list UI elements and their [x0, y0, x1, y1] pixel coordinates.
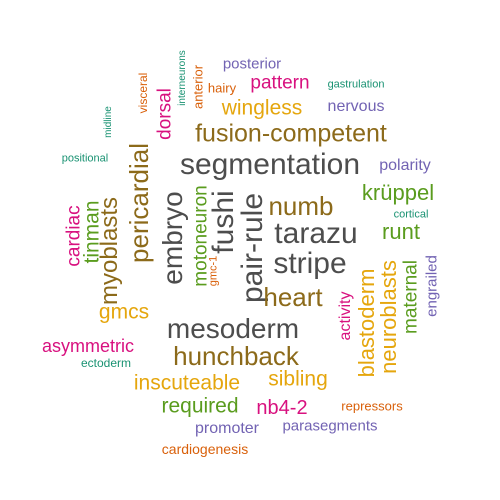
word-blastoderm: blastoderm [354, 268, 379, 378]
word-required: required [161, 394, 239, 418]
word-sibling: sibling [268, 367, 328, 391]
word-tarazu: tarazu [274, 217, 358, 250]
word-interneurons: interneurons [177, 50, 188, 106]
word-ectoderm: ectoderm [80, 356, 132, 370]
word-asymmetric: asymmetric [41, 336, 135, 356]
word-posterior: posterior [222, 55, 282, 73]
word-hunchback: hunchback [173, 341, 299, 371]
word-fushi: fushi [207, 190, 240, 254]
word-repressors: repressors [341, 398, 403, 414]
word-stripe: stripe [273, 247, 347, 280]
word-hairy: hairy [207, 80, 237, 96]
word-segmentation: segmentation [179, 148, 361, 181]
word-cardiogenesis: cardiogenesis [161, 441, 249, 457]
word-midline: midline [103, 106, 114, 138]
word-promoter: promoter [194, 420, 260, 437]
word-heart: heart [263, 282, 323, 312]
word-wingless: wingless [221, 96, 303, 120]
word-polarity: polarity [379, 157, 431, 174]
word-pericardial: pericardial [124, 143, 154, 263]
word-visceral: visceral [136, 72, 150, 114]
word-nervous: nervous [327, 98, 385, 115]
word-nb4-2: nb4-2 [256, 397, 308, 419]
word-dorsal: dorsal [154, 88, 176, 140]
word-cardiac: cardiac [63, 205, 85, 267]
word-runt: runt [382, 219, 420, 244]
word-anterior: anterior [190, 64, 206, 110]
word-positional: positional [61, 152, 109, 165]
word-neuroblasts: neuroblasts [376, 260, 401, 374]
word-mesoderm: mesoderm [166, 313, 300, 344]
word-engrailed: engrailed [423, 255, 441, 317]
word-numb: numb [268, 191, 334, 221]
word-gmc-1: gmc-1 [207, 255, 220, 287]
word-activity: activity [337, 291, 354, 341]
word-tinman: tinman [80, 200, 104, 264]
word-pattern: pattern [250, 72, 310, 94]
word-fusion-competent: fusion-competent [195, 119, 387, 148]
word-embryo: embryo [157, 191, 188, 285]
word-gastrulation: gastrulation [327, 78, 385, 91]
word-inscuteable: inscuteable [133, 371, 241, 395]
word-cortical: cortical [393, 208, 429, 221]
word-gmcs: gmcs [98, 300, 150, 324]
word-parasegments: parasegments [282, 417, 378, 435]
word-kruppel: krüppel [361, 180, 435, 205]
word-maternal: maternal [400, 260, 422, 334]
